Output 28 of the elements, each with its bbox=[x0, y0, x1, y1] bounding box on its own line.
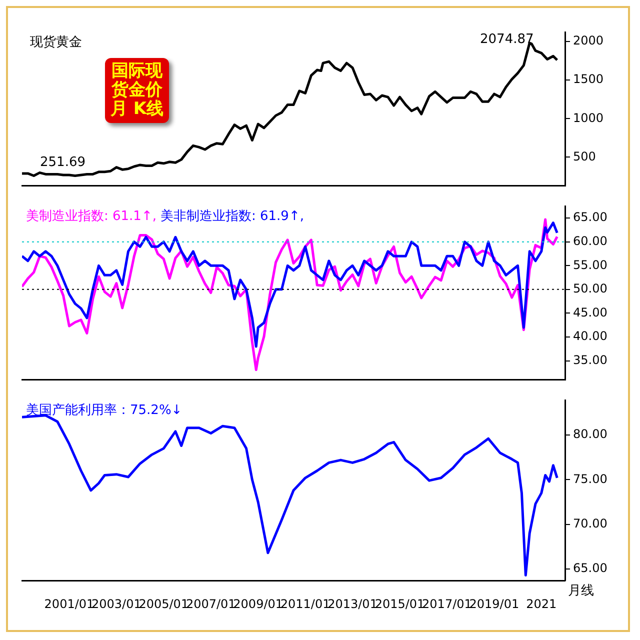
x-tick-label: 2017/01 bbox=[422, 596, 472, 611]
y-tick-label: 65.00 bbox=[573, 210, 608, 224]
annotation: 国际现货金价月 K线 bbox=[105, 58, 169, 123]
x-tick-label: 2003/01 bbox=[92, 596, 142, 611]
x-tick-label: 2019/01 bbox=[469, 596, 520, 611]
y-tick-label: 500 bbox=[573, 149, 596, 164]
annotation: 2074.87 bbox=[480, 32, 534, 47]
y-tick-label: 35.00 bbox=[573, 352, 608, 367]
x-axis-title: 月线 bbox=[568, 583, 594, 598]
y-tick-label: 75.00 bbox=[573, 472, 608, 486]
y-tick-label: 60.00 bbox=[573, 234, 608, 248]
y-tick-label: 45.00 bbox=[573, 305, 608, 320]
y-tick-label: 50.00 bbox=[573, 282, 608, 296]
y-tick-label: 65.00 bbox=[573, 561, 608, 576]
y-tick-label: 70.00 bbox=[573, 516, 608, 530]
y-tick-label: 1000 bbox=[573, 110, 604, 125]
y-tick-label: 55.00 bbox=[573, 258, 608, 272]
y-tick-label: 1500 bbox=[573, 72, 604, 86]
series-label: 美制造业指数: 61.1↑, bbox=[26, 208, 156, 224]
annotation: 251.69 bbox=[40, 155, 86, 170]
y-tick-label: 40.00 bbox=[573, 329, 608, 344]
x-tick-label: 2021 bbox=[526, 596, 557, 611]
x-tick-label: 2013/01 bbox=[328, 596, 378, 611]
y-tick-label: 2000 bbox=[573, 34, 604, 48]
chart-title: 现货黄金 bbox=[30, 35, 82, 50]
series-label: 美国产能利用率：75.2%↓ bbox=[26, 402, 182, 418]
series-label: 美非制造业指数: 61.9↑, bbox=[160, 208, 304, 224]
y-tick-label: 80.00 bbox=[573, 427, 608, 442]
